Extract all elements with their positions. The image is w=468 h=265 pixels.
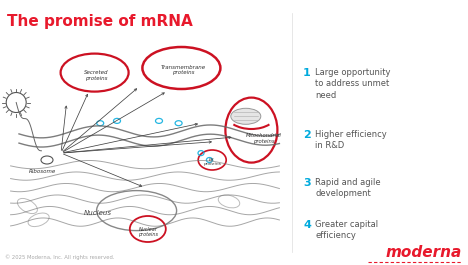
Text: Mitochondrial
proteins: Mitochondrial proteins	[245, 133, 281, 144]
Text: Nuclear
proteins: Nuclear proteins	[138, 227, 158, 237]
Text: Higher efficiency
in R&D: Higher efficiency in R&D	[315, 130, 387, 151]
Ellipse shape	[231, 108, 261, 124]
Text: 1: 1	[303, 68, 311, 78]
Text: Greater capital
efficiency: Greater capital efficiency	[315, 220, 378, 240]
Text: The promise of mRNA: The promise of mRNA	[7, 14, 193, 29]
Text: Transmembrane
proteins: Transmembrane proteins	[161, 65, 206, 76]
Text: Nucleus: Nucleus	[83, 210, 111, 216]
Text: © 2025 Moderna, Inc. All rights reserved.: © 2025 Moderna, Inc. All rights reserved…	[5, 254, 115, 260]
Text: Secreted
proteins: Secreted proteins	[84, 70, 109, 81]
Text: 4: 4	[303, 220, 311, 230]
Text: ER
proteins: ER proteins	[203, 158, 221, 166]
Text: moderna: moderna	[386, 245, 462, 260]
Text: Ribosome: Ribosome	[29, 169, 56, 174]
Text: Large opportunity
to address unmet
need: Large opportunity to address unmet need	[315, 68, 390, 100]
Text: 2: 2	[303, 130, 311, 140]
Text: Rapid and agile
development: Rapid and agile development	[315, 178, 380, 198]
Text: 3: 3	[303, 178, 311, 188]
